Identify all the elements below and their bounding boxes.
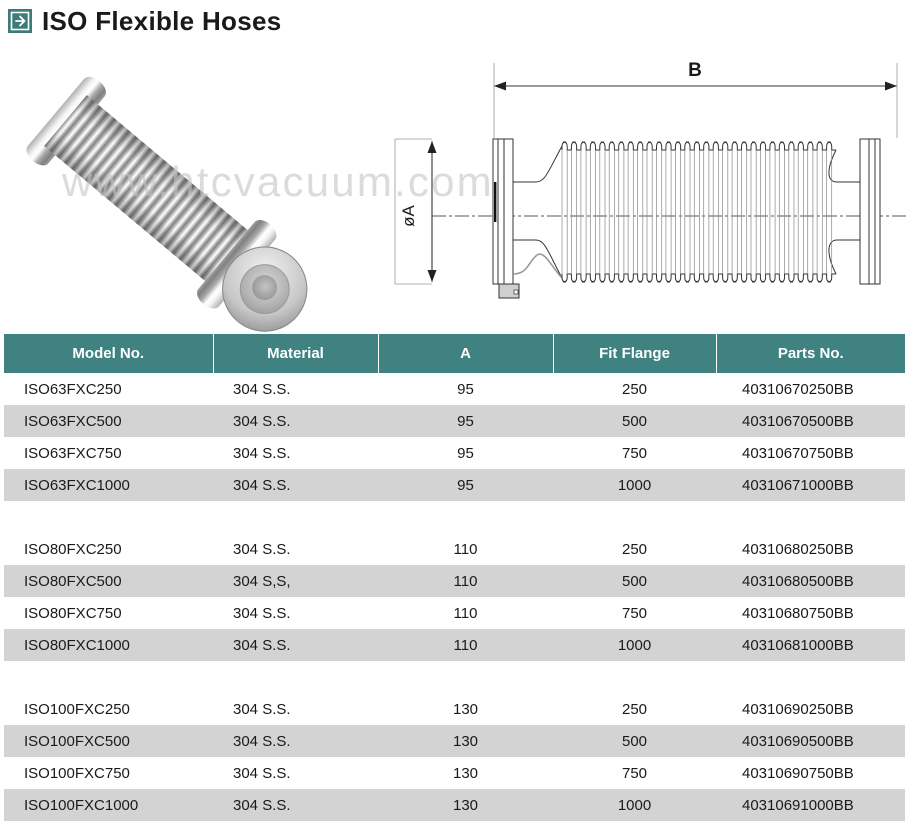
svg-text:øA: øA (399, 204, 418, 226)
svg-text:B: B (688, 60, 702, 81)
